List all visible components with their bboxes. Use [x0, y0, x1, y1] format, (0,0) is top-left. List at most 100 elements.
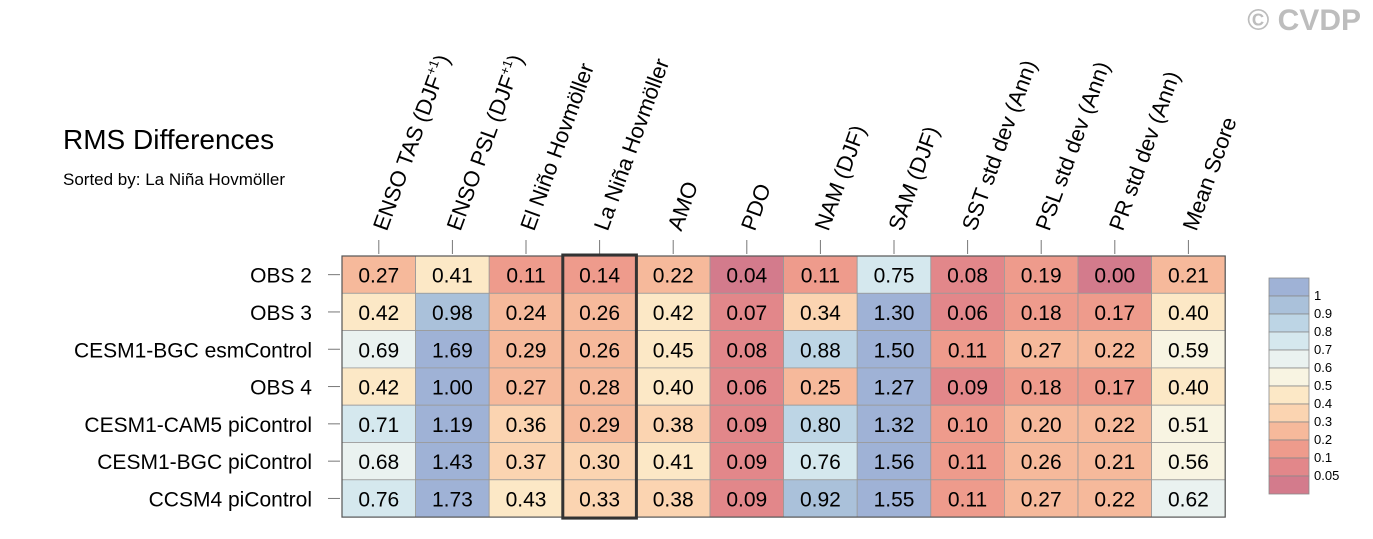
cell-value: 0.24	[506, 302, 547, 325]
cell-value: 0.80	[800, 414, 841, 437]
cell-value: 0.11	[948, 339, 987, 362]
heatmap-cell	[1077, 255, 1152, 294]
heatmap-cell	[415, 292, 490, 331]
cell-value: 0.18	[1021, 302, 1062, 325]
column-label-text: ENSO TAS (DJF	[368, 72, 447, 234]
colorbar-swatch	[1268, 403, 1310, 423]
heatmap-cell	[1151, 479, 1226, 518]
cell-value: 0.29	[579, 414, 620, 437]
colorbar-swatch	[1268, 313, 1310, 333]
cell-value: 0.27	[506, 377, 547, 400]
cell-value: 0.30	[579, 451, 620, 474]
cell-value: 0.41	[653, 451, 694, 474]
cell-value: 0.27	[1021, 488, 1062, 511]
heatmap-cell	[709, 255, 784, 294]
column-label-text: NAM (DJF)	[810, 122, 871, 234]
column-label: El Niño Hovmöller	[515, 60, 599, 234]
heatmap-cell	[709, 442, 784, 481]
column-labels: ENSO TAS (DJF+1)ENSO PSL (DJF+1)El Niño …	[367, 51, 1242, 254]
cell-value: 0.19	[1021, 265, 1062, 288]
colorbar-legend: 1 0.9 0.8 0.7 0.6 0.5 0.4 0.3 0.2 0.1 0.05	[1268, 277, 1339, 495]
heatmap-cell	[488, 292, 564, 331]
heatmap-cell	[856, 330, 932, 369]
colorbar-label: 0.4	[1314, 396, 1332, 411]
colorbar-label: 0.2	[1314, 432, 1332, 447]
heatmap-border	[341, 255, 1226, 518]
cell-value: 0.45	[653, 339, 694, 362]
column-label-text: El Niño Hovmöller	[515, 60, 599, 234]
row-labels: OBS 2 OBS 3 CESM1-BGC esmControl OBS 4 CESM1…	[74, 265, 340, 511]
cell-value: 0.42	[653, 302, 694, 325]
colorbar-label: 0.8	[1314, 324, 1332, 339]
cell-value: 0.26	[1021, 451, 1062, 474]
cell-value: 1.69	[432, 339, 473, 362]
column-label: SAM (DJF)	[883, 123, 944, 234]
colorbar-swatch	[1268, 367, 1310, 387]
cell-value: 0.11	[801, 265, 840, 288]
column-label-text: SST std dev (Ann)	[957, 57, 1042, 234]
heatmap-cell	[1077, 479, 1152, 518]
cell-value: 0.22	[1094, 414, 1135, 437]
heatmap-cell	[709, 292, 784, 331]
cell-value: 0.28	[579, 377, 620, 400]
heatmap-cell	[1004, 404, 1079, 443]
heatmap-cell	[488, 367, 564, 406]
cell-value: 0.71	[358, 414, 399, 437]
cell-value: 0.56	[1168, 451, 1209, 474]
heatmap-cell	[1077, 442, 1152, 481]
column-label: PR std dev (Ann)	[1104, 68, 1185, 234]
colorbar-label: 0.5	[1314, 378, 1332, 393]
cell-value: 0.88	[800, 339, 841, 362]
heatmap-cell	[856, 367, 932, 406]
cell-value: 0.22	[653, 265, 694, 288]
heatmap-cell	[1004, 330, 1079, 369]
heatmap-cell	[636, 255, 711, 294]
cell-value: 0.21	[1094, 451, 1135, 474]
colorbar-label: 0.7	[1314, 342, 1332, 357]
cell-value: 0.11	[948, 488, 987, 511]
cell-value: 0.76	[358, 488, 399, 511]
cell-value: 0.22	[1094, 488, 1135, 511]
cell-value: 0.08	[947, 265, 988, 288]
heatmap-cell	[783, 292, 858, 331]
heatmap-cell	[1151, 255, 1226, 294]
heatmap-cell	[341, 292, 416, 331]
heatmap-cell	[930, 442, 1005, 481]
cell-value: 0.06	[947, 302, 988, 325]
row-label: CCSM4 piControl	[149, 488, 312, 511]
heatmap-cell	[1004, 255, 1079, 294]
heatmap-cell	[1004, 292, 1079, 331]
cell-value: 0.59	[1168, 339, 1209, 362]
cell-value: 0.76	[800, 451, 841, 474]
column-label: Mean Score	[1178, 114, 1242, 234]
cell-value: 0.75	[874, 265, 915, 288]
column-label: ENSO PSL (DJF+1)	[441, 51, 529, 234]
cell-value: 0.40	[653, 377, 694, 400]
cell-value: 0.42	[358, 302, 399, 325]
cell-value: 0.40	[1168, 377, 1209, 400]
colorbar-swatch	[1268, 457, 1310, 477]
cell-value: 0.06	[726, 377, 767, 400]
cell-value: 0.11	[948, 451, 987, 474]
cell-value: 0.09	[726, 451, 767, 474]
heatmap-cell	[415, 479, 490, 518]
colorbar-swatch	[1268, 385, 1310, 405]
cell-value: 1.32	[874, 414, 915, 437]
cell-value: 0.36	[506, 414, 547, 437]
cell-value: 0.92	[800, 488, 841, 511]
cell-value: 0.68	[358, 451, 399, 474]
cell-value: 0.10	[947, 414, 988, 437]
heatmap-cell	[783, 404, 858, 443]
cell-value: 0.11	[506, 265, 545, 288]
row-label: CESM1-BGC piControl	[97, 451, 312, 474]
heatmap-cell	[636, 292, 711, 331]
heatmap-cell	[1151, 404, 1226, 443]
cell-value: 0.34	[800, 302, 841, 325]
cell-value: 0.27	[358, 265, 399, 288]
column-label: ENSO TAS (DJF+1)	[367, 51, 455, 234]
cell-value: 0.27	[1021, 339, 1062, 362]
heatmap-cell	[341, 367, 416, 406]
heatmap-cell	[415, 367, 490, 406]
heatmap-cell	[562, 404, 637, 443]
